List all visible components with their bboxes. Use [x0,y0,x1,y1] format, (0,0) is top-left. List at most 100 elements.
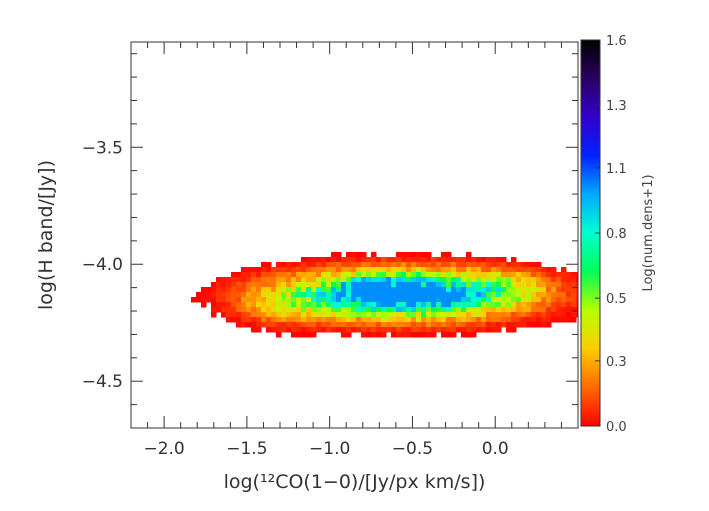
density-cell [441,267,447,273]
density-cell [321,327,327,333]
density-cell [216,302,222,308]
density-cell [366,312,372,318]
density-cell [571,287,577,293]
density-cell [431,292,437,298]
density-cell [356,312,362,318]
density-cell [296,322,302,328]
density-cell [291,277,297,283]
density-cell [401,312,407,318]
density-cell [276,282,282,288]
density-cell [536,312,542,318]
density-cell [346,327,352,333]
density-cell [376,332,382,338]
density-cell [306,332,312,338]
density-cell [401,282,407,288]
density-cell [566,287,572,293]
density-cell [456,272,462,278]
density-cell [356,277,362,283]
density-cell [321,287,327,293]
density-cell [451,307,457,313]
density-cell [356,322,362,328]
density-cell [561,312,567,318]
density-cell [471,302,477,308]
density-cell [536,287,542,293]
density-cell [536,282,542,288]
density-cell [341,267,347,273]
density-cell [461,322,467,328]
density-cell [421,297,427,303]
density-cell [321,262,327,268]
density-cell [311,302,317,308]
x-axis-label: log(¹²CO(1−0)/[Jy/px km/s]) [224,471,486,493]
density-cell [536,317,542,323]
density-cell [531,277,537,283]
density-cell [436,297,442,303]
density-cell [391,272,397,278]
density-cell [511,262,517,268]
density-cell [431,317,437,323]
x-tick-label: 0.0 [482,439,509,459]
density-cell [306,307,312,313]
density-cell [521,282,527,288]
density-cell [526,302,532,308]
density-cell [261,267,267,273]
density-cell [366,302,372,308]
density-cell [401,272,407,278]
density-cell [306,272,312,278]
density-cell [496,267,502,273]
density-cell [566,272,572,278]
density-cell [276,312,282,318]
density-cell [396,282,402,288]
density-cell [406,262,412,268]
density-cell [311,277,317,283]
density-cell [526,317,532,323]
density-cell [561,302,567,308]
density-cell [336,302,342,308]
density-cell [546,287,552,293]
density-cell [521,297,527,303]
density-cell [521,307,527,313]
density-cell [491,297,497,303]
density-cell [346,302,352,308]
density-cell [376,312,382,318]
density-cell [206,297,212,303]
density-cell [366,322,372,328]
density-cell [476,282,482,288]
density-cell [461,312,467,318]
density-cell [376,292,382,298]
density-cell [446,282,452,288]
density-cell [481,287,487,293]
density-cell [441,282,447,288]
density-cell [266,287,272,293]
density-cell [251,312,257,318]
density-cell [501,267,507,273]
density-cell [196,292,202,298]
density-cell [331,267,337,273]
density-cell [261,292,267,298]
density-cell [451,267,457,273]
density-cell [401,262,407,268]
density-cell [391,257,397,263]
density-cell [541,292,547,298]
density-cell [531,292,537,298]
density-cell [496,307,502,313]
density-cell [266,262,272,268]
density-cell [291,297,297,303]
density-cell [256,307,262,313]
density-cell [251,317,257,323]
density-cell [466,267,472,273]
density-cell [436,327,442,333]
density-cell [346,317,352,323]
density-cell [226,277,232,283]
density-cell [506,327,512,333]
density-cell [421,312,427,318]
density-cell [466,317,472,323]
density-cell [371,307,377,313]
density-cell [551,282,557,288]
density-cell [351,282,357,288]
density-cell [251,307,257,313]
density-cell [441,322,447,328]
density-cell [481,302,487,308]
density-cell [321,267,327,273]
density-cell [356,307,362,313]
